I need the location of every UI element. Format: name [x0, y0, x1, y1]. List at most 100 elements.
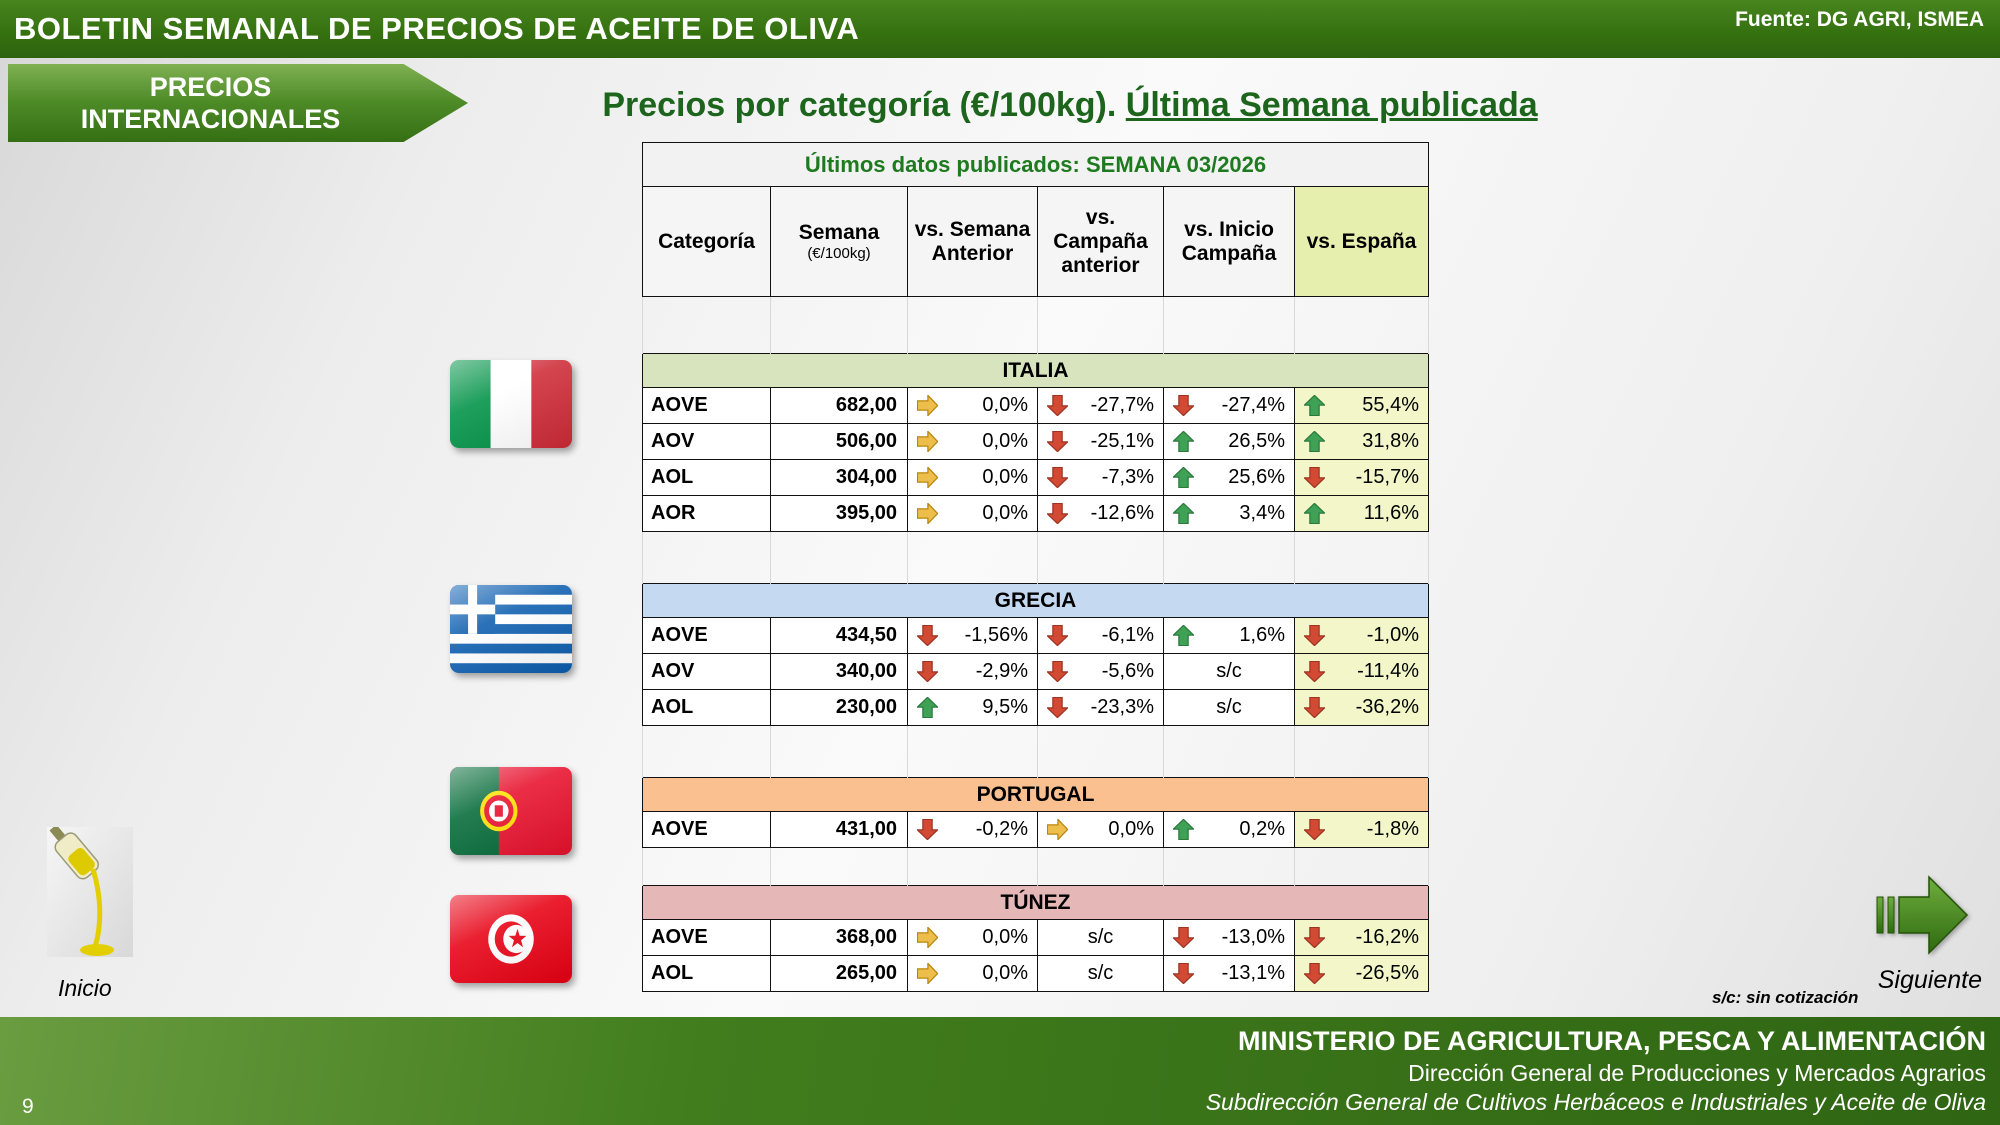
change-cell: 0,0%: [907, 423, 1038, 460]
change-cell: -6,1%: [1037, 617, 1164, 654]
change-cell: 1,6%: [1163, 617, 1295, 654]
table-row: AOVE 434,50 -1,56% -6,1% 1,6% -1,0%: [642, 617, 1429, 654]
country-band-italia: ITALIA: [642, 353, 1429, 388]
price-cell: 431,00: [770, 811, 908, 848]
bulletin-title: BOLETIN SEMANAL DE PRECIOS DE ACEITE DE …: [14, 11, 860, 46]
change-cell: -16,2%: [1294, 919, 1429, 956]
spacer-cell: [907, 531, 1038, 584]
page-title-underlined: Última Semana publicada: [1125, 86, 1538, 124]
price-cell: 265,00: [770, 955, 908, 992]
category-cell: AOVE: [642, 919, 771, 956]
down-arrow-icon: [1173, 963, 1194, 984]
footer-bar: MINISTERIO DE AGRICULTURA, PESCA Y ALIME…: [0, 1017, 2000, 1125]
change-cell: -25,1%: [1037, 423, 1164, 460]
down-arrow-icon: [1304, 963, 1325, 984]
flat-arrow-icon: [917, 467, 938, 488]
page-title-prefix: Precios por categoría (€/100kg).: [602, 86, 1126, 124]
change-cell: -12,6%: [1037, 495, 1164, 532]
change-cell: -5,6%: [1037, 653, 1164, 690]
down-arrow-icon: [1304, 819, 1325, 840]
published-week-header: Últimos datos publicados: SEMANA 03/2026: [642, 142, 1429, 187]
change-cell: s/c: [1163, 653, 1295, 690]
price-cell: 230,00: [770, 689, 908, 726]
spacer-cell: [907, 725, 1038, 778]
change-cell: 25,6%: [1163, 459, 1295, 496]
spacer-cell: [907, 847, 1038, 886]
down-arrow-icon: [1047, 503, 1068, 524]
footer-direction: Dirección General de Producciones y Merc…: [1408, 1060, 1986, 1087]
change-cell: -1,56%: [907, 617, 1038, 654]
change-cell: -1,8%: [1294, 811, 1429, 848]
table-row: AOV 506,00 0,0% -25,1% 26,5% 31,8%: [642, 423, 1429, 460]
table-spacer-row: [642, 725, 1429, 778]
italy-flag-icon: [450, 360, 572, 448]
change-cell: 31,8%: [1294, 423, 1429, 460]
change-cell: s/c: [1163, 689, 1295, 726]
category-cell: AOL: [642, 459, 771, 496]
table-spacer-row: [642, 847, 1429, 886]
change-cell: 9,5%: [907, 689, 1038, 726]
down-arrow-icon: [1304, 467, 1325, 488]
change-cell: -13,1%: [1163, 955, 1295, 992]
spacer-cell: [1163, 847, 1295, 886]
price-cell: 395,00: [770, 495, 908, 532]
table-row: AOL 230,00 9,5% -23,3% s/c -36,2%: [642, 689, 1429, 726]
spacer-cell: [642, 847, 771, 886]
column-header-4: vs. Inicio Campaña: [1163, 186, 1295, 297]
category-cell: AOV: [642, 653, 771, 690]
country-band-túnez: TÚNEZ: [642, 885, 1429, 920]
price-cell: 682,00: [770, 387, 908, 424]
table-spacer-row: [642, 296, 1429, 354]
category-cell: AOVE: [642, 811, 771, 848]
down-arrow-icon: [1173, 395, 1194, 416]
change-cell: -27,7%: [1037, 387, 1164, 424]
flat-arrow-icon: [917, 963, 938, 984]
price-cell: 368,00: [770, 919, 908, 956]
down-arrow-icon: [917, 661, 938, 682]
table-row: AOL 265,00 0,0% s/c -13,1% -26,5%: [642, 955, 1429, 992]
inicio-link[interactable]: Inicio: [58, 975, 112, 1001]
next-arrow-icon[interactable]: [1876, 865, 1970, 965]
precios-internacionales-banner: PRECIOS INTERNACIONALES: [8, 64, 468, 142]
spacer-cell: [1294, 296, 1429, 354]
spacer-cell: [1294, 531, 1429, 584]
spacer-cell: [1163, 725, 1295, 778]
spacer-cell: [1163, 296, 1295, 354]
column-header-2: vs. Semana Anterior: [907, 186, 1038, 297]
down-arrow-icon: [1304, 697, 1325, 718]
change-cell: 55,4%: [1294, 387, 1429, 424]
up-arrow-icon: [1173, 503, 1194, 524]
column-header-1: Semana (€/100kg): [770, 186, 908, 297]
banner-line-2: INTERNACIONALES: [80, 104, 341, 134]
page-title: Precios por categoría (€/100kg). Última …: [520, 86, 1620, 125]
olive-oil-image[interactable]: [47, 827, 133, 957]
flat-arrow-icon: [917, 927, 938, 948]
up-arrow-icon: [1173, 431, 1194, 452]
siguiente-link[interactable]: Siguiente: [1877, 966, 1982, 994]
change-cell: 0,0%: [1037, 811, 1164, 848]
spacer-cell: [770, 725, 908, 778]
change-cell: -1,0%: [1294, 617, 1429, 654]
footer-ministry: MINISTERIO DE AGRICULTURA, PESCA Y ALIME…: [1237, 1026, 1986, 1057]
category-cell: AOR: [642, 495, 771, 532]
table-row: AOVE 682,00 0,0% -27,7% -27,4% 55,4%: [642, 387, 1429, 424]
spacer-cell: [1037, 847, 1164, 886]
change-cell: 11,6%: [1294, 495, 1429, 532]
tunisia-flag-icon: [450, 895, 572, 983]
category-cell: AOVE: [642, 617, 771, 654]
change-cell: -2,9%: [907, 653, 1038, 690]
column-header-0: Categoría: [642, 186, 771, 297]
change-cell: -27,4%: [1163, 387, 1295, 424]
change-cell: 0,0%: [907, 495, 1038, 532]
down-arrow-icon: [1047, 395, 1068, 416]
change-cell: -11,4%: [1294, 653, 1429, 690]
spacer-cell: [1037, 296, 1164, 354]
category-cell: AOVE: [642, 387, 771, 424]
spacer-cell: [642, 531, 771, 584]
column-header-3: vs. Campaña anterior: [1037, 186, 1164, 297]
down-arrow-icon: [1304, 927, 1325, 948]
change-cell: 0,0%: [907, 919, 1038, 956]
spacer-cell: [770, 847, 908, 886]
spacer-cell: [1163, 531, 1295, 584]
